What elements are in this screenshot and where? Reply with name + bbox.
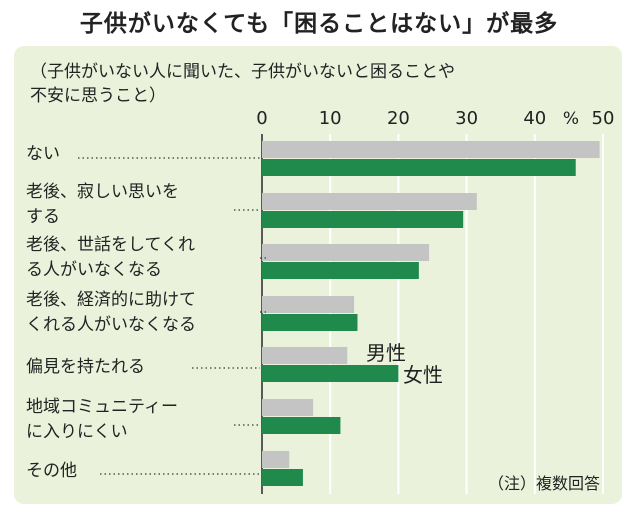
category-label: 偏見を持たれる <box>26 357 145 377</box>
tick-label: 20 <box>387 108 410 129</box>
bar-female <box>262 262 419 279</box>
bar-female <box>262 314 358 331</box>
tick-label: 0 <box>256 108 267 129</box>
bar-male <box>262 296 355 313</box>
bar-female <box>262 417 341 434</box>
category-label: その他 <box>26 461 77 481</box>
tick-label: 50 <box>592 108 615 129</box>
bar-male <box>262 399 314 416</box>
category-label: 老後、経済的に助けて くれる人がいなくなる <box>26 290 196 335</box>
series-label-female: 女性 <box>403 363 443 387</box>
category-label: 老後、世話をしてくれ る人がいなくなる <box>26 235 195 280</box>
tick-label: 40 <box>523 108 546 129</box>
bar-male <box>262 451 290 468</box>
page-title: 子供がいなくても「困ることはない」が最多 <box>79 11 559 37</box>
category-label: 地域コミュニティー に入りにくい <box>26 397 178 442</box>
bar-male <box>262 193 477 210</box>
category-label: 老後、寂しい思いを する <box>26 182 179 227</box>
tick-label: 10 <box>319 108 342 129</box>
bar-male <box>262 244 430 261</box>
unit-label: % <box>563 109 579 129</box>
bar-male <box>262 347 348 364</box>
series-label-male: 男性 <box>366 341 406 365</box>
bar-male <box>262 141 600 158</box>
bar-female <box>262 211 464 228</box>
bar-female <box>262 365 399 382</box>
chart-note: （注）複数回答 <box>488 474 601 493</box>
bar-female <box>262 159 576 176</box>
category-label: ない <box>26 144 60 164</box>
tick-label: 30 <box>455 108 478 129</box>
bar-female <box>262 469 303 486</box>
chart-subtitle: （子供がいない人に聞いた、子供がいないと困ることや 不安に思うこと） <box>30 62 455 106</box>
